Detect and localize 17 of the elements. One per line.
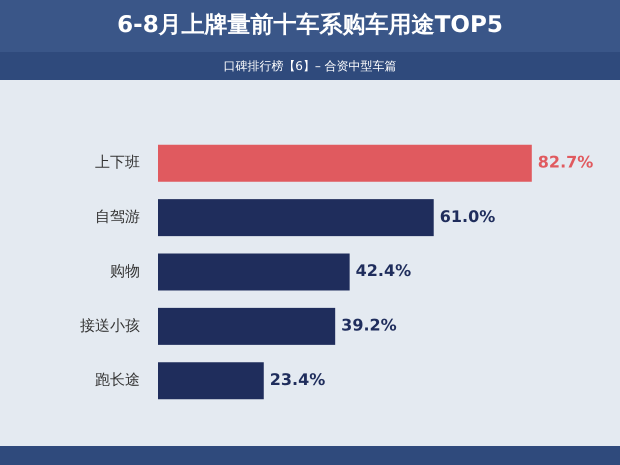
- bar: [158, 308, 336, 345]
- bar: [158, 362, 264, 400]
- y-tick-label: 接送小孩: [80, 316, 140, 334]
- y-tick-label: 自驾游: [95, 207, 140, 226]
- data-label: 23.4%: [270, 370, 326, 389]
- data-label: 82.7%: [538, 152, 594, 172]
- data-label: 39.2%: [341, 316, 397, 335]
- data-label: 42.4%: [356, 261, 412, 280]
- chart-subtitle: 口碑排行榜【6】– 合资中型车篇: [0, 52, 620, 80]
- y-tick-label: 跑长途: [95, 370, 140, 389]
- y-tick-label: 上下班: [95, 153, 140, 172]
- data-label: 61.0%: [440, 206, 496, 226]
- bar: [158, 199, 434, 236]
- chart-title: 6-8月上牌量前十车系购车用途TOP5: [0, 0, 620, 52]
- bar: [158, 144, 532, 182]
- y-tick-label: 购物: [110, 262, 140, 280]
- bar: [158, 254, 350, 290]
